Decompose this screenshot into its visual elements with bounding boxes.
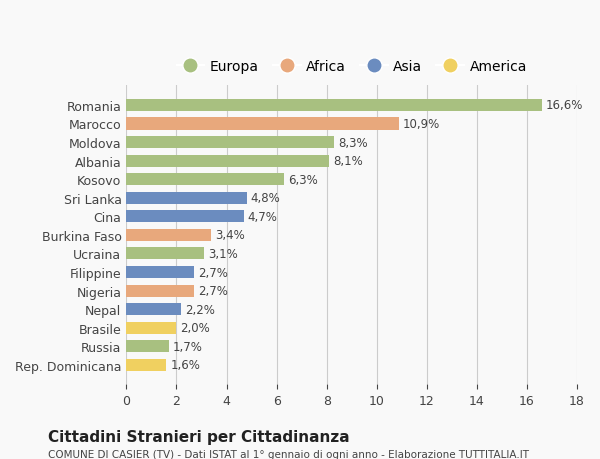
Bar <box>127 211 244 223</box>
Text: 3,4%: 3,4% <box>215 229 245 242</box>
Bar <box>127 100 542 112</box>
Text: 8,1%: 8,1% <box>333 155 362 168</box>
Text: COMUNE DI CASIER (TV) - Dati ISTAT al 1° gennaio di ogni anno - Elaborazione TUT: COMUNE DI CASIER (TV) - Dati ISTAT al 1°… <box>48 449 529 459</box>
Legend: Europa, Africa, Asia, America: Europa, Africa, Asia, America <box>171 54 532 79</box>
Text: 2,0%: 2,0% <box>180 321 210 335</box>
Bar <box>127 248 204 260</box>
Bar <box>127 230 211 241</box>
Bar <box>127 155 329 167</box>
Bar <box>127 192 247 204</box>
Bar <box>127 266 194 279</box>
Bar <box>127 303 181 315</box>
Bar <box>127 359 166 371</box>
Bar <box>127 341 169 353</box>
Text: 8,3%: 8,3% <box>338 136 368 149</box>
Bar <box>127 118 399 130</box>
Text: 3,1%: 3,1% <box>208 247 238 260</box>
Text: 2,2%: 2,2% <box>185 303 215 316</box>
Bar <box>127 322 176 334</box>
Text: 4,8%: 4,8% <box>250 192 280 205</box>
Text: Cittadini Stranieri per Cittadinanza: Cittadini Stranieri per Cittadinanza <box>48 429 350 444</box>
Bar <box>127 285 194 297</box>
Text: 10,9%: 10,9% <box>403 118 440 131</box>
Text: 6,3%: 6,3% <box>288 174 317 186</box>
Bar <box>127 137 334 149</box>
Text: 1,6%: 1,6% <box>170 358 200 371</box>
Text: 2,7%: 2,7% <box>198 266 227 279</box>
Text: 2,7%: 2,7% <box>198 285 227 297</box>
Bar <box>127 174 284 186</box>
Text: 16,6%: 16,6% <box>546 99 583 112</box>
Text: 4,7%: 4,7% <box>248 210 278 224</box>
Text: 1,7%: 1,7% <box>173 340 203 353</box>
